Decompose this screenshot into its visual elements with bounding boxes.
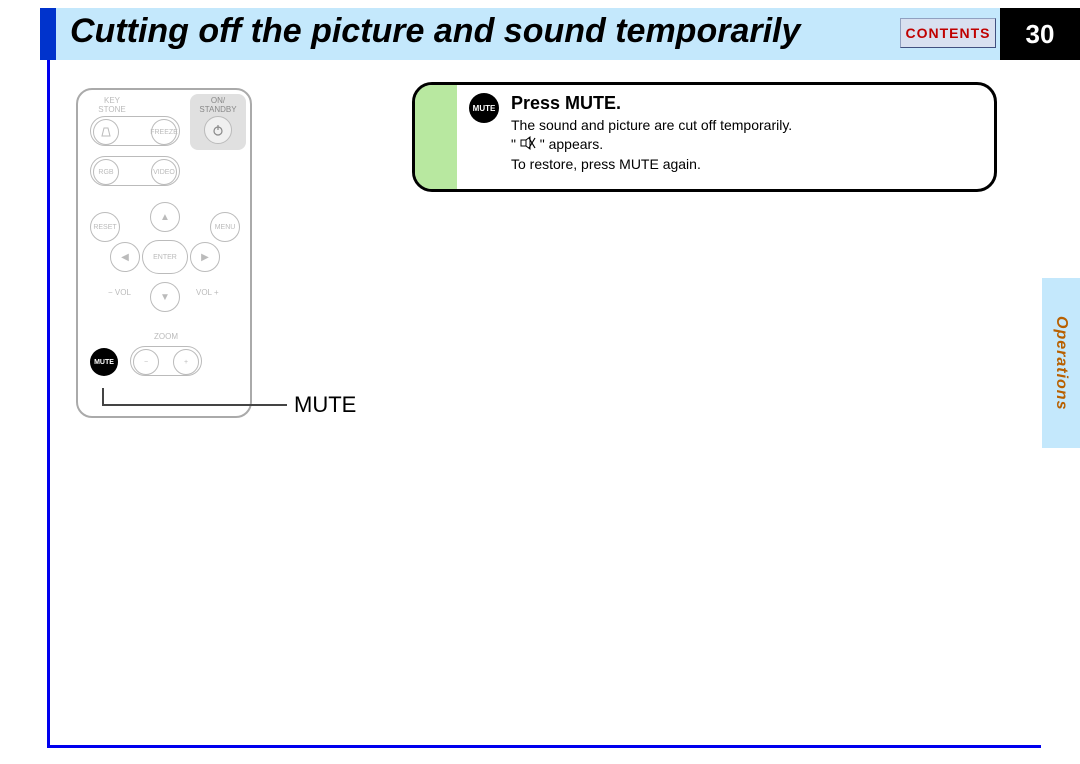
standby-label: ON/ STANDBY [190, 96, 246, 114]
enter-button: ENTER [142, 240, 188, 274]
vol-plus-label: VOL + [196, 288, 219, 297]
instruction-line3: To restore, press MUTE again. [511, 155, 984, 174]
instruction-accent [415, 85, 457, 189]
content-border-vertical [47, 60, 50, 745]
instruction-line1: The sound and picture are cut off tempor… [511, 116, 984, 135]
content-border-horizontal [47, 745, 1041, 748]
rgb-button: RGB [93, 159, 119, 185]
vol-minus-label: − VOL [108, 288, 131, 297]
keystone-freeze-pill: FREEZE [90, 116, 180, 146]
dpad-up: ▲ [150, 202, 180, 232]
instruction-heading: Press MUTE. [511, 93, 984, 114]
instruction-box: MUTE Press MUTE. The sound and picture a… [412, 82, 997, 192]
mute-icon-label: MUTE [473, 104, 496, 113]
mute-glyph-icon [520, 136, 536, 155]
keystone-label: KEY STONE [92, 96, 132, 114]
freeze-button: FREEZE [151, 119, 177, 145]
page-title: Cutting off the picture and sound tempor… [70, 12, 800, 51]
power-button [204, 116, 232, 144]
keystone-button [93, 119, 119, 145]
mute-leader-v [102, 388, 104, 404]
zoom-label: ZOOM [78, 332, 254, 341]
instruction-line2: " " appears. [511, 135, 984, 155]
remote-body: KEY STONE ON/ STANDBY FREEZE RGB VIDEO R… [76, 88, 252, 418]
mute-button-highlight: MUTE [90, 348, 118, 376]
menu-button: MENU [210, 212, 240, 242]
reset-button: RESET [90, 212, 120, 242]
zoom-plus: + [173, 349, 199, 375]
rgb-video-pill: RGB VIDEO [90, 156, 180, 186]
contents-button[interactable]: CONTENTS [900, 18, 996, 48]
page-number: 30 [1000, 8, 1080, 60]
dpad-right: ▶ [190, 242, 220, 272]
instruction-text: Press MUTE. The sound and picture are cu… [511, 93, 984, 174]
mute-icon: MUTE [469, 93, 499, 123]
instruction-body: The sound and picture are cut off tempor… [511, 116, 984, 174]
header-blue-strip [40, 8, 56, 60]
dpad-down: ▼ [150, 282, 180, 312]
header: Cutting off the picture and sound tempor… [0, 8, 1080, 60]
standby-box: ON/ STANDBY [190, 94, 246, 150]
zoom-pill: − + [130, 346, 202, 376]
video-button: VIDEO [151, 159, 177, 185]
remote-diagram: KEY STONE ON/ STANDBY FREEZE RGB VIDEO R… [76, 88, 336, 448]
section-tab[interactable]: Operations [1042, 278, 1080, 448]
section-tab-label: Operations [1052, 316, 1070, 410]
dpad-left: ◀ [110, 242, 140, 272]
mute-callout-label: MUTE [294, 392, 356, 418]
zoom-minus: − [133, 349, 159, 375]
mute-leader-h [102, 404, 287, 406]
